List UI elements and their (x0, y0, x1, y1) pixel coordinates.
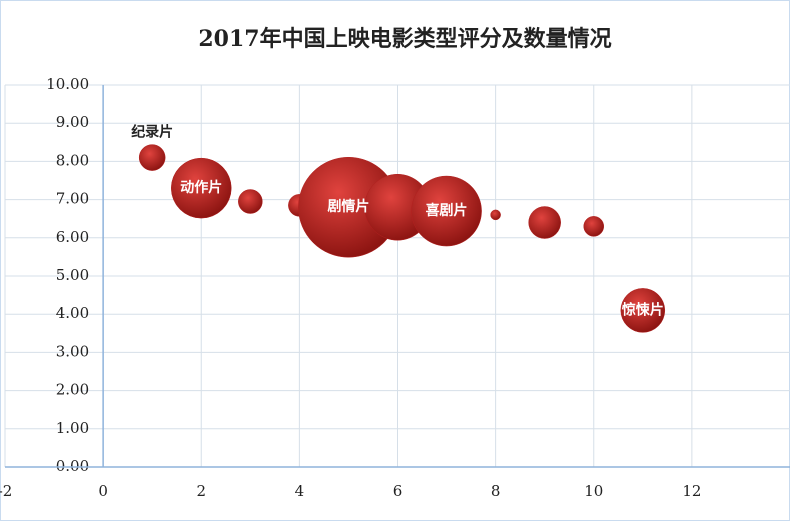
y-tick-label: 0.00 (56, 457, 89, 475)
bubble (620, 288, 666, 333)
y-tick-label: 3.00 (56, 342, 89, 360)
y-tick-label: 10.00 (46, 75, 89, 93)
y-tick-label: 4.00 (56, 304, 89, 322)
y-tick-label: 9.00 (56, 113, 89, 131)
x-tick-label: -2 (0, 482, 12, 500)
y-tick-label: 2.00 (56, 381, 89, 399)
y-tick-label: 1.00 (56, 419, 89, 437)
x-tick-label: 0 (98, 482, 108, 500)
x-tick-label: 4 (295, 482, 305, 500)
y-tick-label: 8.00 (56, 151, 89, 169)
x-tick-label: 2 (196, 482, 206, 500)
bubble (411, 175, 482, 247)
bubble (528, 206, 561, 239)
bubble-label: 纪录片 (131, 124, 173, 141)
x-tick-label: 12 (682, 482, 701, 500)
x-tick-label: 8 (491, 482, 501, 500)
bubble (238, 189, 263, 214)
y-tick-label: 6.00 (56, 228, 89, 246)
bubble-label: 动作片 (180, 179, 222, 196)
bubble (490, 209, 501, 221)
x-tick-label: 6 (393, 482, 403, 500)
bubble-label: 剧情片 (327, 198, 369, 215)
bubble (171, 157, 232, 219)
bubble (138, 144, 166, 171)
bubble-label: 惊悚片 (621, 301, 664, 318)
y-tick-label: 7.00 (56, 190, 89, 208)
y-tick-label: 5.00 (56, 266, 89, 284)
chart-title: 2017年中国上映电影类型评分及数量情况 (198, 26, 611, 52)
bubble-label: 喜剧片 (426, 202, 468, 219)
bubble (583, 216, 604, 237)
x-tick-label: 10 (584, 482, 603, 500)
